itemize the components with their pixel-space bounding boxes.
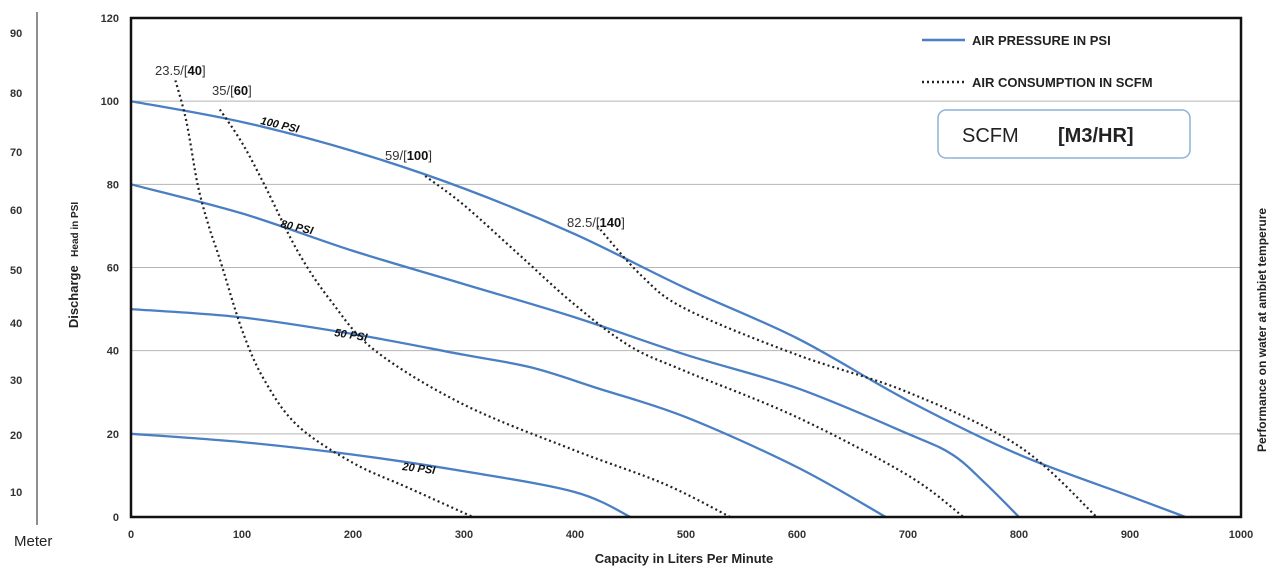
meter-tick-label: 80 <box>10 88 22 100</box>
consumption-curve-label: 82.5/[140] <box>567 215 625 230</box>
pressure-curve-100-psi <box>130 100 1186 519</box>
pressure-curve-20-psi <box>130 432 631 519</box>
pressure-curve-label: 50 PSI <box>334 327 369 344</box>
x-tick-label: 600 <box>788 529 806 541</box>
unit-box-scfm: SCFM <box>962 125 1019 147</box>
unit-box-m3hr: [M3/HR] <box>1058 125 1134 147</box>
meter-tick-label: 40 <box>10 318 22 330</box>
unit-box-frame <box>937 109 1191 159</box>
y-axis-label-main: Discharge <box>66 265 81 328</box>
y-tick-label: 0 <box>113 512 119 524</box>
consumption-curve <box>424 175 965 518</box>
y-tick-label: 120 <box>101 13 119 25</box>
meter-tick-label: 10 <box>10 487 22 499</box>
x-tick-label: 500 <box>677 529 695 541</box>
meter-tick-label: 70 <box>10 147 22 159</box>
labels-layer: 0 20 40 60 80 100 120 0 100 200 300 400 500 600 700 800… <box>101 13 1254 541</box>
y-tick-label: 20 <box>107 429 119 441</box>
plot-frame <box>129 16 1243 519</box>
consumption-curve-label: 35/[60] <box>212 83 252 98</box>
unit-box-m3hr-text: [M3/HR] <box>1058 125 1134 147</box>
pressure-curve-label: 80 PSI <box>279 218 315 237</box>
unit-box: SCFM [M3/HR] <box>937 109 1191 159</box>
y-axis-label: Discharge Head in PSI <box>65 202 82 329</box>
x-tick-label: 800 <box>1010 529 1028 541</box>
grid-layer <box>131 100 1241 435</box>
x-tick-label: 1000 <box>1229 529 1253 541</box>
legend-entry-consumption: AIR CONSUMPTION IN SCFM <box>972 75 1153 90</box>
y-axis-label-sub: Head in PSI <box>70 202 81 257</box>
y-tick-label: 40 <box>107 346 119 358</box>
legend: AIR PRESSURE IN PSI AIR CONSUMPTION IN S… <box>922 33 1153 90</box>
meter-label: Meter <box>14 533 52 550</box>
x-tick-label: 200 <box>344 529 362 541</box>
x-tick-label: 900 <box>1121 529 1139 541</box>
x-tick-label: 100 <box>233 529 251 541</box>
pressure-curve-label: 100 PSI <box>259 115 301 136</box>
meter-tick-label: 90 <box>10 28 22 40</box>
meter-tick-label: 20 <box>10 430 22 442</box>
consumption-curve-label: 59/[100] <box>385 148 432 163</box>
consumption-curve <box>218 108 731 518</box>
meter-tick-layer: 10 20 30 40 50 60 70 80 90 <box>10 28 22 499</box>
meter-tick-label: 50 <box>10 265 22 277</box>
y-tick-label: 100 <box>101 96 119 108</box>
x-tick-label: 0 <box>128 529 134 541</box>
pressure-curve-50-psi <box>130 307 887 519</box>
pressure-curve-80-psi <box>130 183 1020 518</box>
series-layer <box>130 80 1186 519</box>
x-tick-label: 300 <box>455 529 473 541</box>
legend-entry-pressure: AIR PRESSURE IN PSI <box>972 33 1111 48</box>
y-tick-label: 80 <box>107 179 119 191</box>
consumption-curve <box>596 225 1098 518</box>
x-tick-label: 700 <box>899 529 917 541</box>
y-tick-label: 60 <box>107 263 119 275</box>
consumption-curve-label: 23.5/[40] <box>155 63 206 78</box>
x-axis-label: Capacity in Liters Per Minute <box>595 551 773 566</box>
meter-tick-label: 60 <box>10 205 22 217</box>
meter-tick-label: 30 <box>10 375 22 387</box>
right-side-label: Performance on water at ambiet temperure <box>1255 208 1269 452</box>
pressure-curve-label: 20 PSI <box>401 461 437 477</box>
x-tick-label: 400 <box>566 529 584 541</box>
